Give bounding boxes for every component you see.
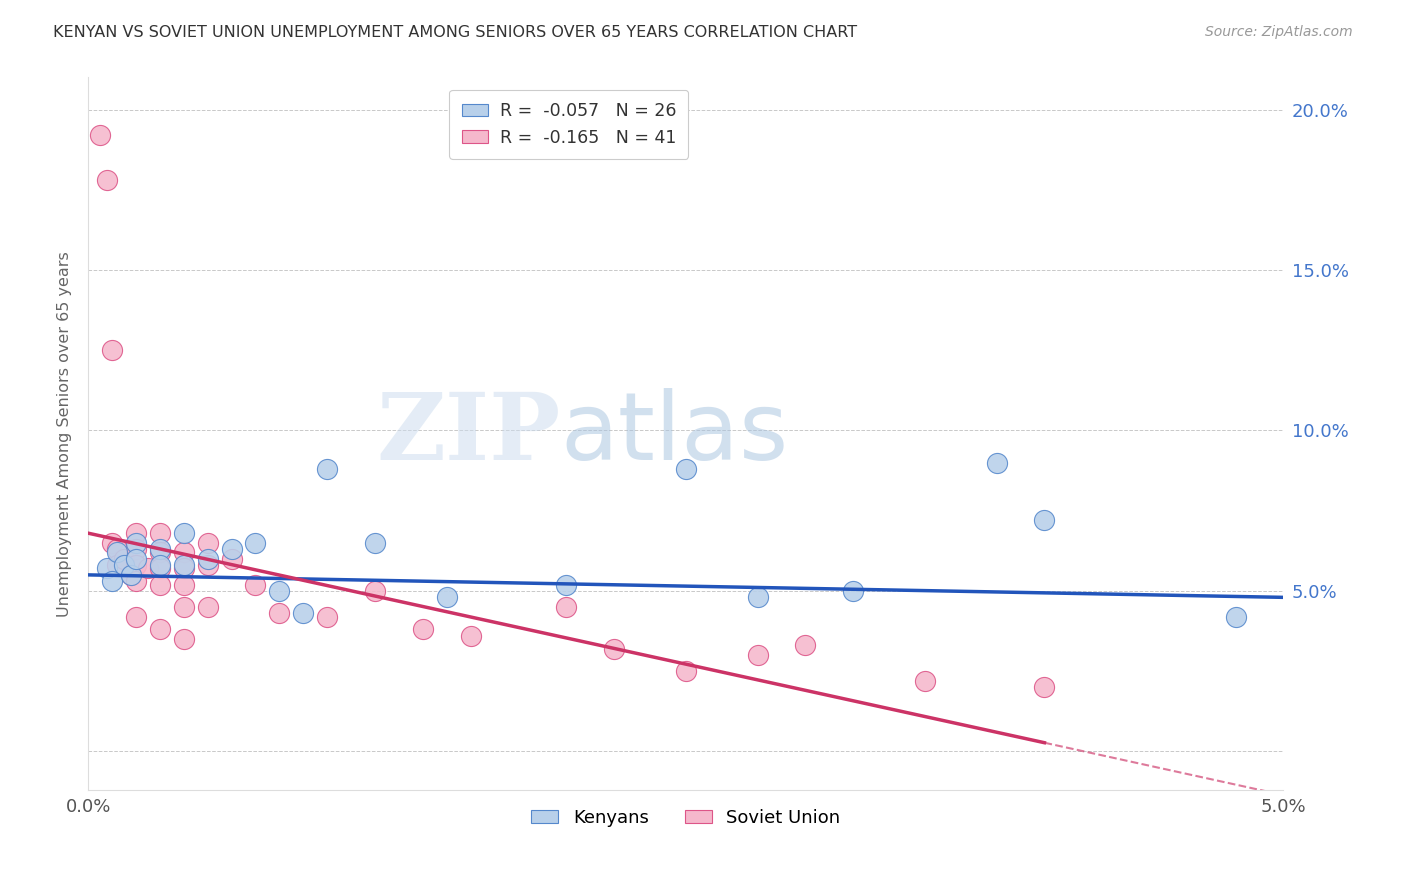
Point (555, 599, 578, 614)
Point (149, 577, 172, 591)
Point (125, 558, 148, 573)
Point (125, 526, 148, 541)
Point (603, 641, 626, 656)
Point (316, 609, 339, 624)
Point (555, 577, 578, 591)
Point (1033, 513, 1056, 527)
Point (105, 545, 128, 559)
Point (149, 558, 172, 573)
Point (173, 558, 195, 573)
Point (120, 567, 142, 582)
Point (173, 545, 195, 559)
Point (173, 599, 195, 614)
Point (120, 567, 142, 582)
Point (221, 542, 243, 557)
Text: KENYAN VS SOVIET UNION UNEMPLOYMENT AMONG SENIORS OVER 65 YEARS CORRELATION CHAR: KENYAN VS SOVIET UNION UNEMPLOYMENT AMON… (53, 25, 858, 40)
Text: Source: ZipAtlas.com: Source: ZipAtlas.com (1205, 25, 1353, 39)
Point (221, 552, 243, 566)
Point (747, 591, 769, 605)
Point (112, 558, 135, 573)
Point (101, 574, 124, 589)
Y-axis label: Unemployment Among Seniors over 65 years: Unemployment Among Seniors over 65 years (58, 251, 72, 616)
Point (269, 583, 291, 598)
Point (245, 536, 267, 550)
Point (914, 673, 936, 688)
Point (105, 558, 128, 573)
Point (197, 599, 219, 614)
Point (292, 607, 315, 621)
Point (364, 583, 387, 598)
Point (149, 623, 172, 637)
Point (412, 623, 434, 637)
Point (125, 536, 148, 550)
Point (1033, 680, 1056, 694)
Point (675, 462, 697, 476)
Point (197, 552, 219, 566)
Point (1225, 609, 1247, 624)
Text: ZIP: ZIP (375, 389, 561, 479)
Point (245, 577, 267, 591)
Point (173, 577, 195, 591)
Point (149, 542, 172, 557)
Point (173, 632, 195, 646)
Legend: Kenyans, Soviet Union: Kenyans, Soviet Union (524, 802, 848, 834)
Point (149, 526, 172, 541)
Point (316, 462, 339, 476)
Point (136, 561, 159, 575)
Point (101, 343, 124, 358)
Point (197, 536, 219, 550)
Point (105, 542, 128, 557)
Point (125, 609, 148, 624)
Point (96, 173, 118, 187)
Point (112, 552, 135, 566)
Point (675, 664, 697, 678)
Point (364, 536, 387, 550)
Point (986, 456, 1008, 470)
Text: atlas: atlas (561, 388, 789, 480)
Point (747, 648, 769, 662)
Point (101, 536, 124, 550)
Point (125, 542, 148, 557)
Point (173, 561, 195, 575)
Point (96, 561, 118, 575)
Point (436, 591, 458, 605)
Point (125, 574, 148, 589)
Point (149, 561, 172, 575)
Point (460, 629, 482, 643)
Point (269, 607, 291, 621)
Point (197, 558, 219, 573)
Point (89, 128, 111, 143)
Point (125, 552, 148, 566)
Point (173, 526, 195, 541)
Point (842, 583, 865, 598)
Point (794, 639, 817, 653)
Point (149, 545, 172, 559)
